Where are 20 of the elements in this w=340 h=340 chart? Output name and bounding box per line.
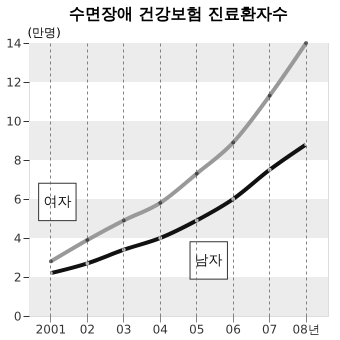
x-tick-label: 06 (226, 322, 241, 336)
x-tick-label: 04 (152, 322, 168, 336)
x-tick-label: 2001 (36, 322, 66, 336)
y-tick-label: 4 (14, 232, 22, 246)
text: 여자 (43, 194, 72, 210)
x-tick-label: 07 (262, 322, 278, 336)
series-label: 남자 (194, 252, 223, 268)
y-tick-label: 12 (6, 76, 22, 90)
x-tick-label: 02 (80, 322, 95, 336)
y-axis-title: (만명) (28, 26, 61, 40)
y-tick-label: 10 (6, 114, 22, 128)
chart-title: 수면장애 건강보험 진료환자수 (68, 4, 288, 23)
x-tick-label: 08년 (292, 322, 320, 336)
y-tick-label: 6 (14, 192, 22, 206)
y-tick-label: 0 (14, 310, 22, 324)
x-tick-label: 05 (189, 322, 204, 336)
y-tick-label: 8 (14, 154, 22, 168)
x-tick-label: 03 (116, 322, 132, 336)
y-tick-label: 2 (14, 270, 22, 284)
y-tick-label: 14 (6, 36, 22, 50)
